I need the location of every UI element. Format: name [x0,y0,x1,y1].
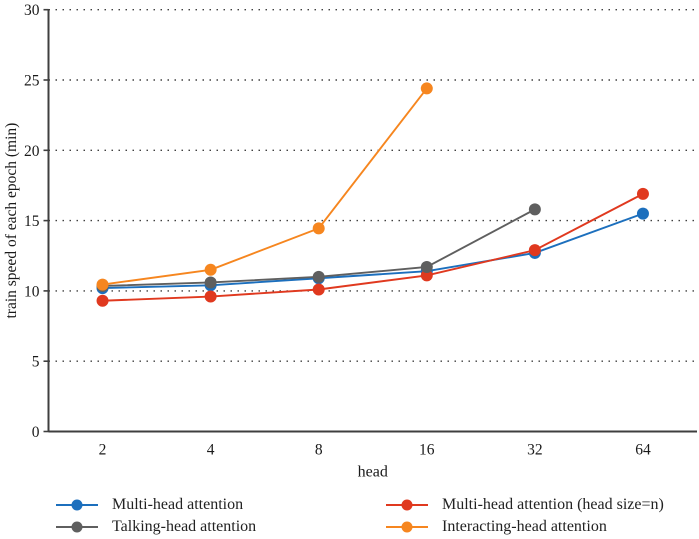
y-tick-label: 10 [24,283,40,300]
x-tick-label: 64 [635,442,651,459]
legend-marker-dot [71,521,83,532]
data-point-series3-head16 [420,269,433,282]
legend-label: Talking-head attention [112,518,257,535]
x-axis-title: head [358,464,388,481]
legend-item-4: Interacting-head attention [385,518,695,535]
y-tick-label: 25 [24,73,40,90]
data-point-series3-head8 [312,283,325,296]
legend-label: Multi-head attention (head size=n) [442,496,664,513]
data-point-series2-head32 [528,203,541,216]
x-tick-label: 8 [315,442,323,459]
y-axis-title: train speed of each epoch (min) [3,123,20,319]
legend-marker-dot [401,499,413,510]
x-tick-label: 32 [527,442,543,459]
y-tick-label: 20 [24,143,40,160]
x-tick-label: 16 [419,442,435,459]
legend-marker-icon [56,499,98,510]
legend-label: Multi-head attention [112,496,244,513]
data-point-series2-head4 [204,276,217,289]
data-point-series4-head4 [204,263,217,276]
legend-label: Interacting-head attention [442,518,607,535]
y-tick-label: 5 [32,354,40,371]
data-point-series4-head8 [312,222,325,235]
line-chart-canvas: 0 5 10 15 20 25 30 2 4 8 16 32 64 head train speed of … [3,2,697,481]
series-line-4 [102,87,428,286]
data-point-series2-head8 [312,270,325,283]
legend-marker-icon [56,521,98,532]
legend-marker-dot [401,521,413,532]
data-point-series4-head16 [420,82,433,95]
chart-legend: Multi-head attention Talking-head attenti… [55,494,695,537]
legend-item-2: Talking-head attention [55,518,385,535]
data-point-series3-head32 [528,244,541,257]
x-tick-label: 2 [99,442,107,459]
legend-item-1: Multi-head attention [55,496,385,513]
legend-marker-icon [386,499,428,510]
data-point-series2-head16 [420,260,433,273]
data-point-series3-head2 [96,294,109,307]
y-tick-label: 15 [24,213,40,230]
series-line-3 [102,193,644,302]
x-tick-label: 4 [207,442,215,459]
series-line-1 [102,212,644,290]
data-point-series3-head64 [636,187,649,200]
y-tick-label: 0 [32,424,40,441]
legend-marker-dot [71,499,83,510]
legend-item-3: Multi-head attention (head size=n) [385,496,695,513]
legend-marker-icon [386,521,428,532]
data-point-series1-head64 [636,207,649,220]
y-tick-label: 30 [24,2,40,19]
data-point-series4-head2 [96,278,109,291]
data-point-series3-head4 [204,290,217,303]
